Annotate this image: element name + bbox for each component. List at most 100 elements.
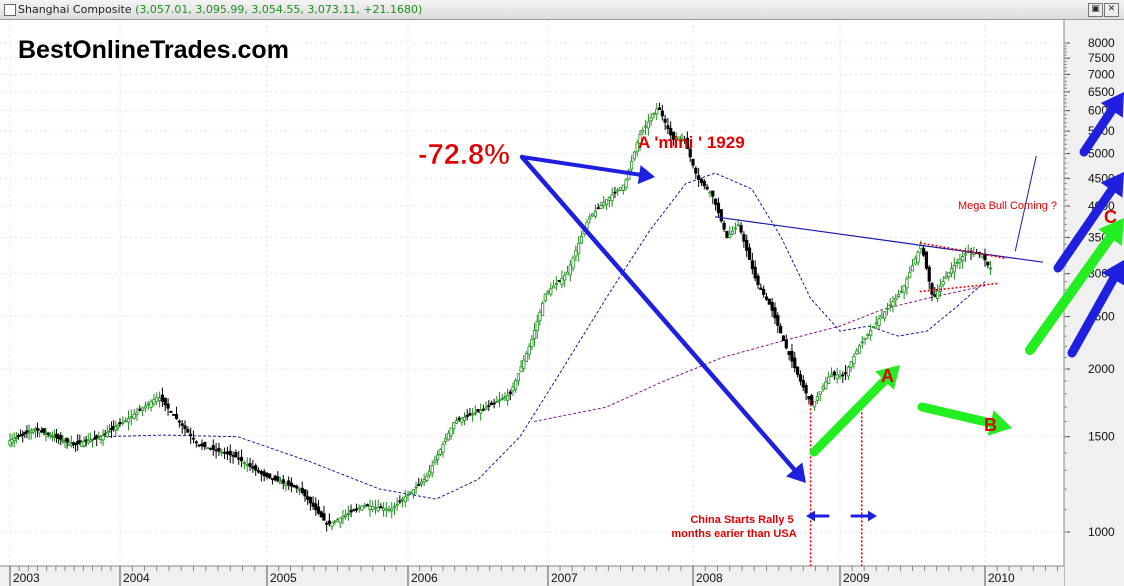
candle-body bbox=[930, 283, 934, 295]
candle-body bbox=[888, 304, 892, 307]
candle-body bbox=[874, 322, 878, 325]
candle-body bbox=[801, 380, 805, 388]
candle-body bbox=[674, 137, 678, 141]
candle-body bbox=[591, 213, 595, 217]
candle-body bbox=[297, 488, 302, 491]
candle-body bbox=[460, 417, 464, 423]
candle-body bbox=[646, 121, 650, 129]
candle-body bbox=[891, 301, 895, 307]
candle-body bbox=[295, 485, 299, 489]
close-icon[interactable]: ✕ bbox=[1104, 3, 1119, 17]
candle-body bbox=[671, 131, 676, 140]
candle-body bbox=[289, 482, 294, 487]
candle-body bbox=[565, 271, 570, 275]
candle-body bbox=[436, 454, 440, 461]
candle-body bbox=[262, 471, 266, 477]
x-axis: 2003 2004 2005 2006 2007 2008 2009 2010 bbox=[0, 565, 1064, 586]
candle-body bbox=[166, 403, 170, 409]
candle-body bbox=[430, 465, 434, 474]
candle-body bbox=[630, 160, 634, 170]
candle-body bbox=[93, 437, 97, 440]
candle-body bbox=[511, 386, 515, 392]
candle-body bbox=[65, 437, 69, 443]
candle-body bbox=[107, 430, 112, 433]
candle-body bbox=[568, 264, 572, 276]
candle-body bbox=[197, 444, 201, 447]
candle-body bbox=[733, 227, 738, 230]
candle-body bbox=[655, 108, 659, 115]
candle-body bbox=[346, 513, 350, 515]
candle-body bbox=[841, 374, 845, 377]
wave-c-label: C bbox=[1104, 207, 1117, 227]
candle-body bbox=[497, 399, 502, 402]
candle-body bbox=[666, 125, 670, 130]
candle-body bbox=[810, 395, 814, 406]
candle-body bbox=[141, 407, 145, 411]
candle-body bbox=[419, 481, 424, 485]
candle-body bbox=[986, 261, 990, 266]
candle-body bbox=[476, 409, 480, 413]
candle-body bbox=[863, 337, 867, 341]
candle-body bbox=[245, 464, 249, 466]
candle-body bbox=[798, 374, 803, 382]
candle-body bbox=[773, 307, 777, 319]
candle-body bbox=[284, 483, 288, 487]
y-tick-label: 5000 bbox=[1088, 147, 1115, 161]
candle-body bbox=[927, 266, 931, 282]
window-titlebar: Shanghai Composite (3,057.01, 3,095.99, … bbox=[0, 0, 1124, 20]
candle-body bbox=[468, 413, 472, 416]
candle-body bbox=[908, 271, 912, 279]
candle-body bbox=[827, 376, 831, 384]
y-tick-label: 8000 bbox=[1088, 36, 1115, 50]
candle-body bbox=[225, 451, 230, 455]
candle-body bbox=[714, 198, 718, 205]
candle-body bbox=[325, 522, 329, 525]
candle-body bbox=[371, 506, 375, 511]
candle-body bbox=[495, 401, 499, 403]
quote-values: (3,057.01, 3,095.99, 3,054.55, 3,073.11,… bbox=[135, 3, 423, 16]
candle-body bbox=[871, 326, 876, 328]
x-tick-label: 2004 bbox=[123, 571, 150, 585]
candle-body bbox=[730, 230, 735, 235]
candle-body bbox=[177, 420, 181, 423]
candle-body bbox=[860, 341, 864, 344]
candle-body bbox=[300, 487, 304, 493]
restore-icon[interactable]: ▣ bbox=[1088, 3, 1103, 17]
candle-body bbox=[519, 366, 523, 373]
candle-body bbox=[869, 330, 873, 336]
candle-body bbox=[228, 450, 232, 456]
candle-body bbox=[688, 148, 692, 158]
candle-body bbox=[234, 451, 238, 458]
candle-body bbox=[259, 471, 263, 475]
candle-body bbox=[211, 445, 215, 450]
candle-body bbox=[541, 302, 545, 316]
candle-body bbox=[571, 257, 575, 269]
candle-body bbox=[616, 189, 620, 192]
candle-body bbox=[514, 379, 518, 390]
candle-body bbox=[409, 491, 413, 494]
candle-body bbox=[663, 118, 667, 123]
candle-body bbox=[618, 187, 623, 191]
candle-body bbox=[949, 268, 954, 274]
candle-body bbox=[42, 428, 46, 433]
candle-body bbox=[109, 428, 114, 431]
candle-body bbox=[739, 225, 743, 233]
candle-body bbox=[638, 134, 642, 144]
candle-body bbox=[270, 478, 275, 480]
candle-body bbox=[852, 356, 856, 365]
candle-body bbox=[624, 179, 628, 189]
candle-body bbox=[417, 484, 421, 486]
candle-body bbox=[338, 517, 342, 524]
candle-body bbox=[314, 503, 318, 511]
wave-b-arrow-shaft bbox=[917, 402, 996, 428]
y-tick-label: 2000 bbox=[1088, 362, 1115, 376]
candle-body bbox=[924, 251, 929, 269]
candle-body bbox=[373, 506, 378, 509]
wave-a-arrow-head bbox=[875, 365, 900, 390]
candle-body bbox=[699, 178, 704, 184]
candle-body bbox=[462, 416, 467, 421]
candle-body bbox=[577, 243, 581, 254]
candle-body bbox=[231, 454, 235, 457]
wave-b-label: B bbox=[984, 415, 997, 435]
candle-body bbox=[793, 357, 797, 369]
